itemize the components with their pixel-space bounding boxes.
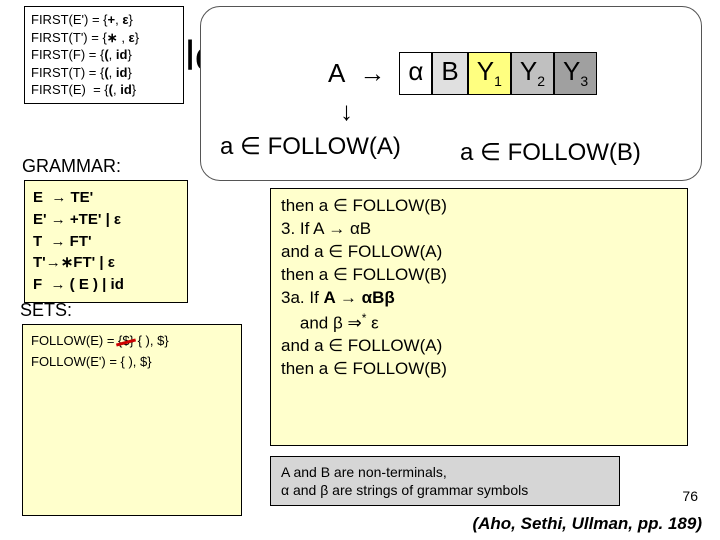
rule-line: then a ∈ FOLLOW(B) xyxy=(281,195,677,218)
grammar-line: E' → +TE' | ε xyxy=(33,209,179,231)
first-line: FIRST(E) = {(, id} xyxy=(31,81,177,99)
cell-alpha: α xyxy=(399,52,432,95)
sets-box: FOLLOW(E) = {$} { ), $} FOLLOW(E') = { )… xyxy=(22,324,242,516)
grammar-line: T'→∗FT' | ε xyxy=(33,252,179,274)
rule-line: then a ∈ FOLLOW(B) xyxy=(281,358,677,381)
grammar-heading: GRAMMAR: xyxy=(22,156,121,177)
rule-line: and a ∈ FOLLOW(A) xyxy=(281,335,677,358)
grammar-line: T → FT' xyxy=(33,231,179,253)
rule-line: 3. If A → αB xyxy=(281,218,677,241)
prod-arrow: → xyxy=(359,58,385,89)
production-display: A → α B Y1 Y2 Y3 xyxy=(328,52,597,95)
follow-E-rest: { ), $} xyxy=(134,333,169,348)
rule-line: and β ⇒* ε xyxy=(281,310,677,336)
note-line: α and β are strings of grammar symbols xyxy=(281,481,609,499)
down-arrow-icon: ↓ xyxy=(340,96,353,127)
note-box: A and B are non-terminals, α and β are s… xyxy=(270,456,620,506)
sets-heading: SETS: xyxy=(20,300,72,321)
rule-line: then a ∈ FOLLOW(B) xyxy=(281,264,677,287)
first-line: FIRST(T) = {(, id} xyxy=(31,64,177,82)
follow-A-text: a ∈ FOLLOW(A) xyxy=(220,132,401,161)
grammar-box: E → TE' E' → +TE' | ε T → FT' T'→∗FT' | … xyxy=(24,180,188,303)
struck-set: {$} xyxy=(118,331,134,352)
first-line: FIRST(F) = {(, id} xyxy=(31,46,177,64)
rule-line: 3a. If A → αBβ xyxy=(281,287,677,310)
note-line: A and B are non-terminals, xyxy=(281,463,609,481)
follow-E-line: FOLLOW(E) = {$} { ), $} xyxy=(31,331,233,352)
follow-Eprime-line: FOLLOW(E') = { ), $} xyxy=(31,352,233,373)
follow-E-prefix: FOLLOW(E) = xyxy=(31,333,118,348)
first-sets-box: FIRST(E') = {+, ε} FIRST(T') = {∗ , ε} F… xyxy=(24,6,184,104)
first-line: FIRST(T') = {∗ , ε} xyxy=(31,29,177,47)
cell-Y3: Y3 xyxy=(554,52,597,95)
cell-Y2: Y2 xyxy=(511,52,554,95)
follow-B-text: a ∈ FOLLOW(B) xyxy=(460,138,641,167)
rules-box: then a ∈ FOLLOW(B) 3. If A → αB and a ∈ … xyxy=(270,188,688,446)
grammar-line: F → ( E ) | id xyxy=(33,274,179,296)
first-line: FIRST(E') = {+, ε} xyxy=(31,11,177,29)
citation: (Aho, Sethi, Ullman, pp. 189) xyxy=(472,514,702,534)
grammar-line: E → TE' xyxy=(33,187,179,209)
cell-B: B xyxy=(432,52,467,95)
prod-rhs: α B Y1 Y2 Y3 xyxy=(399,52,597,95)
cell-Y1: Y1 xyxy=(468,52,511,95)
rule-line: and a ∈ FOLLOW(A) xyxy=(281,241,677,264)
prod-lhs: A xyxy=(328,58,345,89)
page-number: 76 xyxy=(682,488,698,504)
